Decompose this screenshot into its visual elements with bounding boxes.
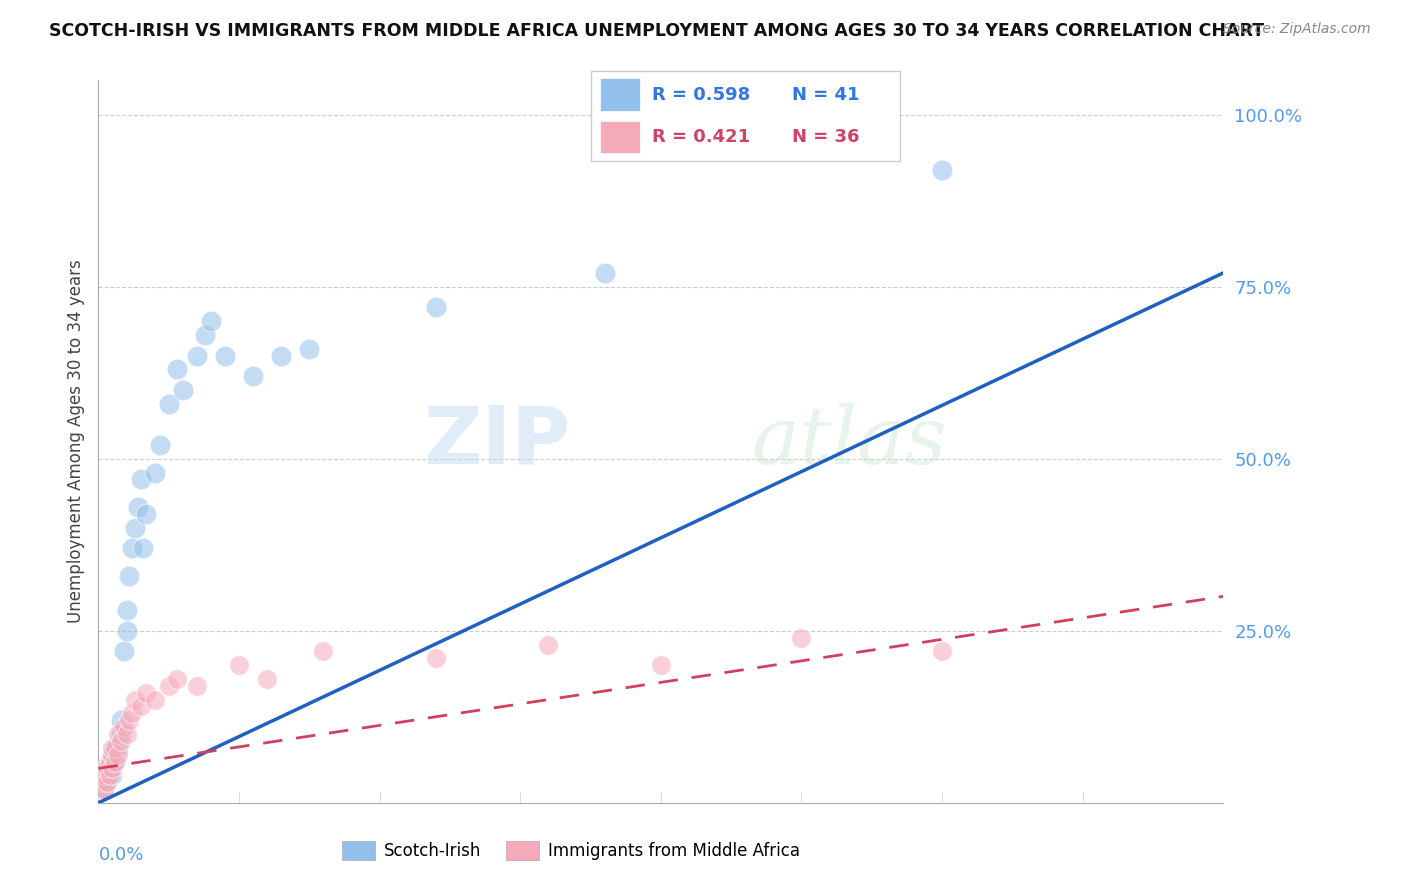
Text: ZIP: ZIP — [423, 402, 571, 481]
Point — [129, 472, 152, 486]
Point — [129, 699, 152, 714]
Text: atlas: atlas — [751, 403, 946, 480]
Bar — [600, 78, 640, 111]
Legend: Scotch-Irish, Immigrants from Middle Africa: Scotch-Irish, Immigrants from Middle Afr… — [335, 835, 807, 867]
Point — [98, 768, 121, 782]
Point — [425, 301, 447, 315]
Point — [101, 768, 124, 782]
Point — [200, 314, 222, 328]
Point — [101, 747, 124, 762]
Point — [115, 727, 138, 741]
Point — [194, 327, 217, 342]
Point — [110, 727, 132, 741]
Text: 0.0%: 0.0% — [98, 847, 143, 864]
Point — [101, 761, 124, 775]
Point — [96, 775, 118, 789]
Point — [96, 775, 118, 789]
Point — [143, 466, 166, 480]
Point — [256, 672, 278, 686]
Point — [135, 507, 157, 521]
Point — [115, 603, 138, 617]
Point — [931, 162, 953, 177]
Point — [104, 755, 127, 769]
Point — [93, 782, 115, 797]
Point — [593, 266, 616, 280]
Point — [104, 755, 127, 769]
Point — [112, 644, 135, 658]
Point — [104, 740, 127, 755]
Point — [135, 686, 157, 700]
Point — [96, 761, 118, 775]
Point — [121, 706, 143, 721]
Point — [110, 713, 132, 727]
Point — [132, 541, 155, 556]
Point — [104, 740, 127, 755]
Point — [90, 782, 112, 797]
Point — [172, 383, 194, 397]
Point — [90, 782, 112, 797]
Point — [98, 755, 121, 769]
Point — [93, 761, 115, 775]
Text: R = 0.421: R = 0.421 — [652, 128, 751, 146]
Point — [112, 720, 135, 734]
Text: SCOTCH-IRISH VS IMMIGRANTS FROM MIDDLE AFRICA UNEMPLOYMENT AMONG AGES 30 TO 34 Y: SCOTCH-IRISH VS IMMIGRANTS FROM MIDDLE A… — [49, 22, 1264, 40]
Point — [101, 761, 124, 775]
Point — [166, 672, 188, 686]
Point — [96, 768, 118, 782]
Point — [107, 727, 129, 741]
Point — [537, 638, 560, 652]
Point — [790, 631, 813, 645]
Point — [425, 651, 447, 665]
Point — [931, 644, 953, 658]
Point — [214, 349, 236, 363]
Point — [90, 775, 112, 789]
Text: Source: ZipAtlas.com: Source: ZipAtlas.com — [1223, 22, 1371, 37]
Point — [166, 362, 188, 376]
Point — [98, 768, 121, 782]
Point — [93, 782, 115, 797]
Point — [93, 775, 115, 789]
Point — [270, 349, 292, 363]
Point — [98, 755, 121, 769]
Point — [124, 692, 146, 706]
Y-axis label: Unemployment Among Ages 30 to 34 years: Unemployment Among Ages 30 to 34 years — [66, 260, 84, 624]
Text: R = 0.598: R = 0.598 — [652, 86, 751, 103]
Point — [93, 768, 115, 782]
Point — [121, 541, 143, 556]
Point — [149, 438, 172, 452]
Point — [118, 568, 141, 582]
Point — [186, 679, 208, 693]
Point — [124, 520, 146, 534]
Bar — [600, 121, 640, 153]
Point — [107, 740, 129, 755]
Point — [242, 369, 264, 384]
Point — [110, 734, 132, 748]
Point — [127, 500, 149, 514]
Point — [115, 624, 138, 638]
Point — [107, 747, 129, 762]
Point — [228, 658, 250, 673]
Text: N = 36: N = 36 — [792, 128, 859, 146]
Point — [101, 747, 124, 762]
Point — [118, 713, 141, 727]
Text: N = 41: N = 41 — [792, 86, 859, 103]
Point — [312, 644, 335, 658]
Point — [157, 679, 180, 693]
Point — [298, 342, 321, 356]
Point — [96, 761, 118, 775]
Point — [186, 349, 208, 363]
Point — [143, 692, 166, 706]
Point — [650, 658, 672, 673]
Point — [101, 740, 124, 755]
Point — [157, 397, 180, 411]
